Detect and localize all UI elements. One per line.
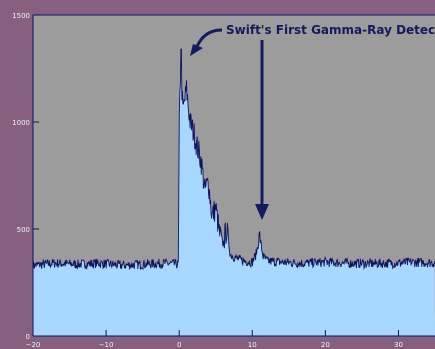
- y-tick-label: 0: [26, 333, 30, 341]
- x-tick-label: 10: [248, 341, 257, 349]
- x-tick-label: −20: [26, 341, 41, 349]
- annotation-curved-arrowhead: [190, 44, 203, 56]
- series-line: [32, 48, 435, 271]
- y-tick-label: 500: [17, 226, 30, 234]
- y-tick-label: 1500: [12, 12, 30, 20]
- axis-ticks: −20 −10 0 10 20 30 0 500 1000 1500: [12, 12, 403, 349]
- annotation-group: Swift's First Gamma-Ray Detections: [190, 23, 435, 220]
- annotation-text: Swift's First Gamma-Ray Detections: [226, 23, 435, 37]
- x-tick-label: −10: [99, 341, 114, 349]
- x-tick-label: 20: [321, 341, 330, 349]
- annotation-straight-arrowhead: [255, 204, 269, 220]
- x-tick-label: 30: [394, 341, 403, 349]
- x-tick-label: 0: [177, 341, 181, 349]
- y-tick-label: 1000: [12, 119, 30, 127]
